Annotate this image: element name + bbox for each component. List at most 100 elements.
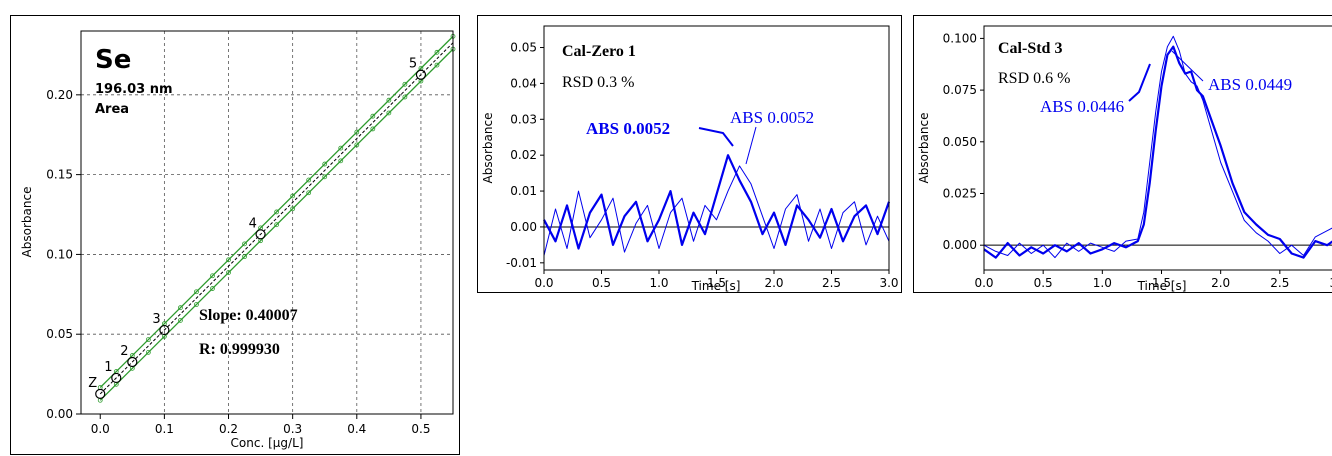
band-marker [370, 113, 376, 119]
plot-frame [543, 25, 890, 271]
band-marker [386, 110, 392, 116]
element-symbol: Se [95, 45, 131, 75]
abs-bold-leader [698, 127, 734, 147]
y-axis-label: Absorbance [917, 113, 931, 184]
band-marker [194, 302, 199, 307]
x-tick-label: 0.5 [1034, 276, 1053, 290]
x-tick-label: 0.5 [592, 276, 611, 290]
band-marker [290, 206, 296, 212]
x-tick-label: 0.4 [347, 422, 366, 436]
cal-std-chart: 0.0 0.5 1.0 1.5 2.0 2.5 3.0 0.000 0.025 0.050 0.07… [917, 25, 1332, 293]
point-label: 1 [104, 360, 112, 375]
x-tick-label: 0.0 [91, 422, 110, 436]
band-marker [338, 158, 344, 164]
abs-bold-label: ABS 0.0052 [586, 119, 670, 138]
abs-bold-label: ABS 0.0446 [1040, 97, 1124, 116]
band-marker [322, 161, 328, 167]
y-tick-label: 0.10 [46, 247, 73, 261]
calibration-point [255, 229, 266, 240]
band-marker [178, 305, 183, 311]
calibration-point [95, 388, 106, 399]
band-marker [210, 273, 215, 279]
band-marker [338, 145, 344, 151]
band-marker [402, 81, 408, 87]
y-tick-label: 0.05 [510, 41, 537, 55]
band-marker [194, 289, 199, 295]
band-marker [242, 254, 247, 260]
band-marker [226, 270, 231, 275]
y-tick-label: 0.025 [943, 186, 977, 200]
signal-trace-thin [543, 165, 890, 256]
band-marker [145, 349, 151, 355]
band-marker [402, 94, 408, 100]
point-label: 5 [409, 57, 417, 72]
rsd-label: RSD 0.6 % [998, 70, 1070, 87]
point-label: 3 [152, 312, 160, 327]
y-tick-label: 0.05 [46, 327, 73, 341]
y-tick-label: 0.100 [943, 31, 977, 45]
x-tick-label: 3.0 [1329, 276, 1332, 290]
band-marker [226, 257, 231, 263]
point-label: Z [88, 376, 97, 391]
x-tick-label: 0.3 [283, 422, 302, 436]
x-axis-label: Time [s] [1137, 279, 1187, 293]
x-tick-label: 1.5 [1152, 276, 1171, 290]
point-label: 2 [120, 344, 128, 359]
x-tick-label: 0.0 [534, 276, 553, 290]
sample-title: Cal-Std 3 [998, 40, 1062, 57]
y-axis-label: Absorbance [481, 113, 495, 184]
y-tick-label: 0.075 [943, 83, 977, 97]
abs-thin-label: ABS 0.0052 [730, 108, 814, 127]
confidence-band-line [99, 35, 454, 388]
band-marker [386, 97, 392, 103]
cal-std-panel: 0.0 0.5 1.0 1.5 2.0 2.5 3.0 0.000 0.025 0.050 0.07… [913, 15, 1332, 293]
band-marker [210, 286, 215, 291]
calibration-chart: Z12 3 4 5 0.0 0.1 0.2 0.3 0.4 0.5 0.00 0.05 0.10 0.1… [20, 30, 456, 450]
y-tick-label: 0.000 [943, 238, 977, 252]
x-tick-label: 2.0 [1211, 276, 1230, 290]
y-tick-label: 0.050 [943, 135, 977, 149]
wavelength-label: 196.03 nm [95, 82, 173, 97]
r-label: R: 0.999930 [199, 341, 280, 358]
x-axis-label: Conc. [µg/L] [231, 436, 304, 450]
cal-zero-chart: 0.0 0.5 1.0 1.5 2.0 2.5 3.0 -0.01 0.00 0.01 0.02 0.… [481, 25, 899, 293]
band-marker [274, 209, 280, 215]
x-tick-label: 0.2 [219, 422, 238, 436]
band-marker [434, 49, 440, 55]
x-tick-label: 1.0 [1093, 276, 1112, 290]
band-marker [306, 177, 312, 183]
y-tick-label: 0.15 [46, 168, 73, 182]
signal-trace-bold [543, 154, 891, 250]
confidence-band-line [99, 48, 454, 401]
cal-zero-panel: 0.0 0.5 1.0 1.5 2.0 2.5 3.0 -0.01 0.00 0.01 0.02 0.… [477, 15, 902, 293]
abs-thin-leader [1171, 50, 1204, 82]
y-tick-label: 0.00 [510, 220, 537, 234]
y-tick-label: 0.02 [510, 148, 537, 162]
sample-title: Cal-Zero 1 [562, 43, 636, 60]
band-marker [178, 318, 183, 323]
rsd-label: RSD 0.3 % [562, 74, 634, 91]
y-tick-label: 0.04 [510, 76, 537, 90]
band-marker [242, 241, 247, 247]
slope-label: Slope: 0.40007 [199, 307, 298, 324]
band-marker [354, 129, 360, 135]
y-tick-label: 0.03 [510, 112, 537, 126]
x-tick-label: 0.1 [155, 422, 174, 436]
abs-thin-leader [745, 126, 757, 165]
band-marker [306, 190, 312, 196]
band-marker [145, 337, 151, 343]
y-tick-label: 0.00 [46, 407, 73, 421]
abs-thin-label: ABS 0.0449 [1208, 75, 1292, 94]
y-tick-label: 0.20 [46, 88, 73, 102]
band-marker [370, 126, 376, 132]
calibration-point [159, 324, 170, 336]
fit-line [99, 42, 454, 395]
plot-frame [983, 25, 1332, 271]
x-tick-label: 2.5 [1270, 276, 1289, 290]
calibration-point [415, 69, 427, 80]
calibration-point [111, 372, 122, 384]
x-tick-label: 1.5 [707, 276, 726, 290]
band-marker [354, 142, 360, 148]
x-tick-label: 2.5 [822, 276, 841, 290]
